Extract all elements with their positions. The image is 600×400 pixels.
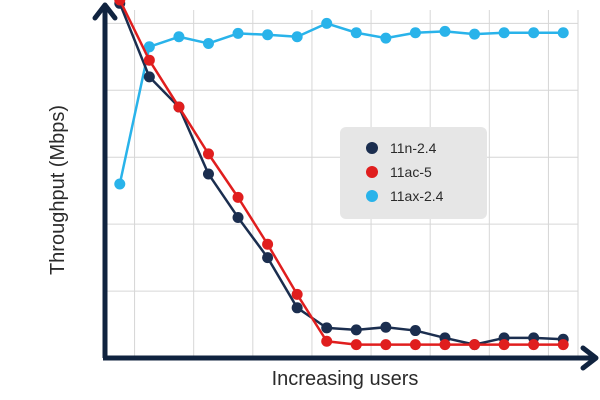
data-point	[143, 54, 155, 66]
data-point	[291, 288, 303, 300]
data-point	[321, 322, 333, 334]
legend-label: 11ac-5	[390, 164, 432, 180]
data-point	[262, 252, 274, 264]
data-point	[232, 191, 244, 203]
data-point	[380, 339, 392, 351]
series-line	[118, 22, 564, 185]
data-point	[409, 325, 421, 337]
data-point	[528, 27, 540, 39]
x-axis-label: Increasing users	[271, 368, 419, 390]
x-axis-arrow	[580, 345, 599, 371]
legend-marker	[366, 142, 378, 154]
data-point	[439, 25, 451, 37]
data-point	[262, 29, 274, 41]
data-point	[557, 27, 569, 39]
data-point	[262, 238, 274, 250]
data-point	[498, 27, 510, 39]
series-line	[118, 2, 564, 346]
data-point	[232, 211, 244, 223]
data-point	[143, 41, 155, 53]
data-point	[469, 28, 481, 40]
data-point	[114, 0, 126, 6]
data-point	[469, 339, 481, 351]
y-axis-arrow	[92, 2, 118, 21]
data-point	[321, 17, 333, 29]
data-point	[409, 27, 421, 39]
data-point	[321, 335, 333, 347]
data-point	[350, 27, 362, 39]
data-point	[202, 148, 214, 160]
data-point	[380, 321, 392, 333]
series-line	[118, 0, 564, 346]
data-point	[498, 339, 510, 351]
data-point	[350, 324, 362, 336]
legend: 11n-2.4 11ac-5 11ax-2.4	[340, 127, 487, 219]
axes	[92, 2, 599, 371]
legend-label: 11ax-2.4	[390, 188, 444, 204]
data-point	[232, 27, 244, 39]
data-point	[380, 32, 392, 44]
series	[114, 0, 569, 351]
data-point	[291, 302, 303, 314]
legend-marker	[366, 190, 378, 202]
data-point	[350, 339, 362, 351]
legend-label: 11n-2.4	[390, 140, 437, 156]
data-point	[173, 101, 185, 113]
data-point	[202, 168, 214, 180]
data-point	[439, 339, 451, 351]
legend-marker	[366, 166, 378, 178]
y-axis-label: Throughput (Mbps)	[47, 104, 69, 276]
data-point	[173, 31, 185, 43]
data-point	[557, 339, 569, 351]
data-point	[528, 339, 540, 351]
data-point	[291, 31, 303, 43]
data-point	[143, 71, 155, 83]
data-point	[409, 339, 421, 351]
data-point	[202, 37, 214, 49]
data-point	[114, 178, 126, 190]
series-11ax-2.4	[114, 17, 569, 190]
series-11ac-5	[114, 0, 569, 351]
